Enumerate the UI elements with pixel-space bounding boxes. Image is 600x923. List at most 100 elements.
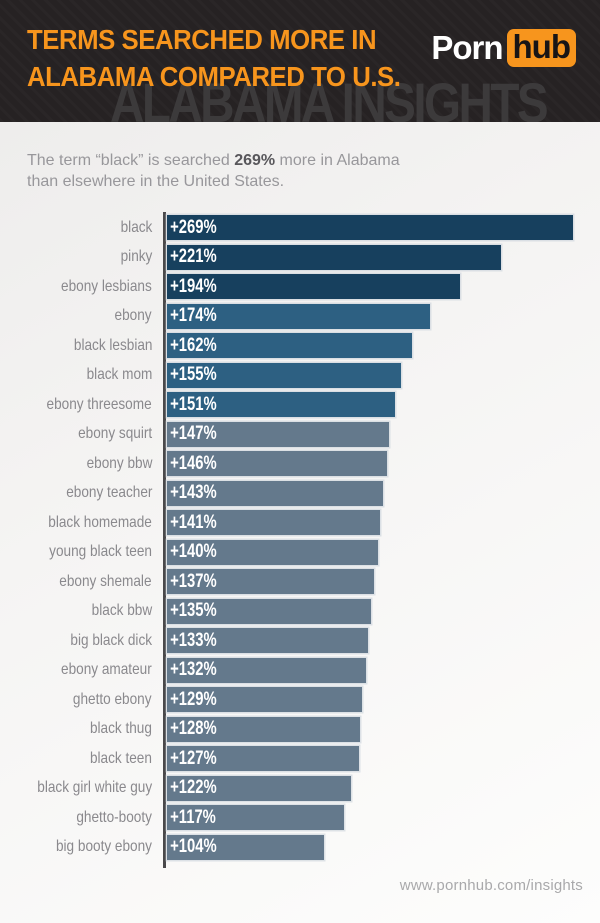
- bar-value-label: +132%: [170, 659, 217, 680]
- bar: +194%: [167, 274, 460, 299]
- term-label-cell: black: [0, 219, 152, 237]
- bar-value-label: +117%: [170, 806, 216, 828]
- term-label: ebony threesome: [46, 395, 152, 413]
- term-label: ebony lesbians: [61, 277, 152, 295]
- term-label: ghetto-booty: [76, 808, 152, 826]
- bar-value-label: +143%: [170, 482, 217, 503]
- term-label-cell: ghetto-booty: [0, 809, 152, 827]
- term-label: black mom: [86, 366, 152, 383]
- term-label-cell: ebony bbw: [0, 455, 152, 473]
- chart-row: ebony shemale +137%: [0, 569, 600, 594]
- page-title-line-1: TERMS SEARCHED MORE IN: [27, 24, 377, 55]
- bar: +122%: [167, 775, 351, 801]
- chart-row: ebony teacher +143%: [0, 480, 600, 506]
- logo-hub-badge: hub: [506, 29, 576, 67]
- bar-value-label: +133%: [170, 629, 217, 651]
- bar: +162%: [167, 333, 412, 358]
- page-title-line-2: ALABAMA COMPARED TO U.S.: [27, 61, 401, 92]
- chart-row: pinky +221%: [0, 244, 600, 270]
- term-label: ebony shemale: [59, 572, 152, 590]
- bar-value-label: +151%: [170, 393, 217, 415]
- bar-value-label: +146%: [170, 452, 217, 474]
- term-label-cell: black homemade: [0, 514, 152, 532]
- bar-value-label: +162%: [170, 334, 217, 356]
- chart-row: black bbw +135%: [0, 598, 600, 624]
- term-label-cell: black thug: [0, 720, 152, 738]
- term-label: ghetto ebony: [73, 690, 152, 708]
- pornhub-logo: Porn hub: [431, 29, 576, 67]
- bar: +221%: [167, 244, 501, 270]
- term-label-cell: big black dick: [0, 632, 152, 650]
- term-label-cell: ebony shemale: [0, 573, 152, 591]
- bar: +140%: [167, 539, 378, 565]
- term-label-cell: ebony lesbians: [0, 278, 152, 296]
- subtitle-highlight: 269%: [234, 152, 276, 169]
- term-label-cell: ebony amateur: [0, 661, 152, 679]
- bar: +146%: [167, 451, 387, 476]
- bar-value-label: +127%: [170, 747, 217, 769]
- bar-value-label: +269%: [170, 216, 217, 238]
- term-label: ebony squirt: [77, 425, 152, 442]
- bar-chart: black +269% pinky +221% ebony lesbians +…: [0, 212, 600, 868]
- y-axis-line: [163, 212, 166, 868]
- term-label-cell: young black teen: [0, 543, 152, 561]
- subtitle-text: The term “black” is searched 269% more i…: [27, 150, 400, 192]
- bar: +132%: [167, 657, 366, 683]
- bar-value-label: +140%: [170, 541, 217, 562]
- term-label-cell: black bbw: [0, 602, 152, 620]
- bar-value-label: +122%: [170, 777, 217, 798]
- bar-value-label: +137%: [170, 570, 217, 592]
- page-title: TERMS SEARCHED MORE IN ALABAMA COMPARED …: [27, 21, 401, 95]
- bar: +128%: [167, 716, 360, 742]
- bar-value-label: +221%: [170, 246, 217, 267]
- term-label: young black teen: [49, 543, 152, 560]
- chart-row: ghetto-booty +117%: [0, 805, 600, 830]
- bar: +174%: [167, 303, 430, 329]
- bar: +269%: [167, 215, 573, 240]
- term-label: black bbw: [91, 602, 152, 619]
- bar-value-label: +155%: [170, 364, 217, 385]
- bar-value-label: +147%: [170, 423, 217, 444]
- term-label-cell: ghetto ebony: [0, 691, 152, 709]
- chart-row: big black dick +133%: [0, 628, 600, 653]
- bar: +147%: [167, 421, 389, 447]
- bar: +141%: [167, 510, 380, 535]
- bar: +129%: [167, 687, 362, 712]
- chart-row: black mom +155%: [0, 362, 600, 388]
- chart-row: black lesbian +162%: [0, 333, 600, 358]
- term-label-cell: big booty ebony: [0, 838, 152, 856]
- term-label-cell: ebony teacher: [0, 484, 152, 502]
- term-label: ebony: [114, 307, 152, 324]
- term-label: black girl white guy: [37, 779, 152, 796]
- bar-value-label: +174%: [170, 305, 217, 326]
- bar-value-label: +129%: [170, 688, 217, 710]
- logo-porn-text: Porn: [431, 29, 503, 66]
- chart-row: black thug +128%: [0, 716, 600, 742]
- term-label: ebony bbw: [86, 454, 152, 472]
- bar: +104%: [167, 834, 324, 860]
- term-label: pinky: [120, 248, 152, 265]
- subtitle-prefix: The term “black” is searched: [27, 152, 235, 169]
- bar: +135%: [167, 598, 371, 624]
- chart-row: black homemade +141%: [0, 510, 600, 535]
- term-label: big black dick: [70, 631, 152, 649]
- term-label-cell: ebony threesome: [0, 396, 152, 414]
- term-label-cell: black teen: [0, 750, 152, 768]
- term-label: black thug: [90, 720, 152, 737]
- term-label: black: [120, 218, 152, 236]
- subtitle-line2: than elsewhere in the United States.: [27, 173, 285, 190]
- subtitle-middle: more in Alabama: [275, 152, 400, 169]
- term-label: ebony amateur: [61, 661, 152, 678]
- bar: +143%: [167, 480, 383, 506]
- bar: +133%: [167, 628, 368, 653]
- chart-row: ebony threesome +151%: [0, 392, 600, 417]
- chart-row: ebony amateur +132%: [0, 657, 600, 683]
- bar: +117%: [167, 805, 344, 830]
- footer-url: www.pornhub.com/insights: [399, 877, 583, 894]
- chart-row: ebony squirt +147%: [0, 421, 600, 447]
- chart-row: black +269%: [0, 215, 600, 240]
- term-label-cell: ebony squirt: [0, 425, 152, 443]
- chart-row: ghetto ebony +129%: [0, 687, 600, 712]
- chart-row: black girl white guy +122%: [0, 775, 600, 801]
- term-label: black teen: [90, 749, 152, 767]
